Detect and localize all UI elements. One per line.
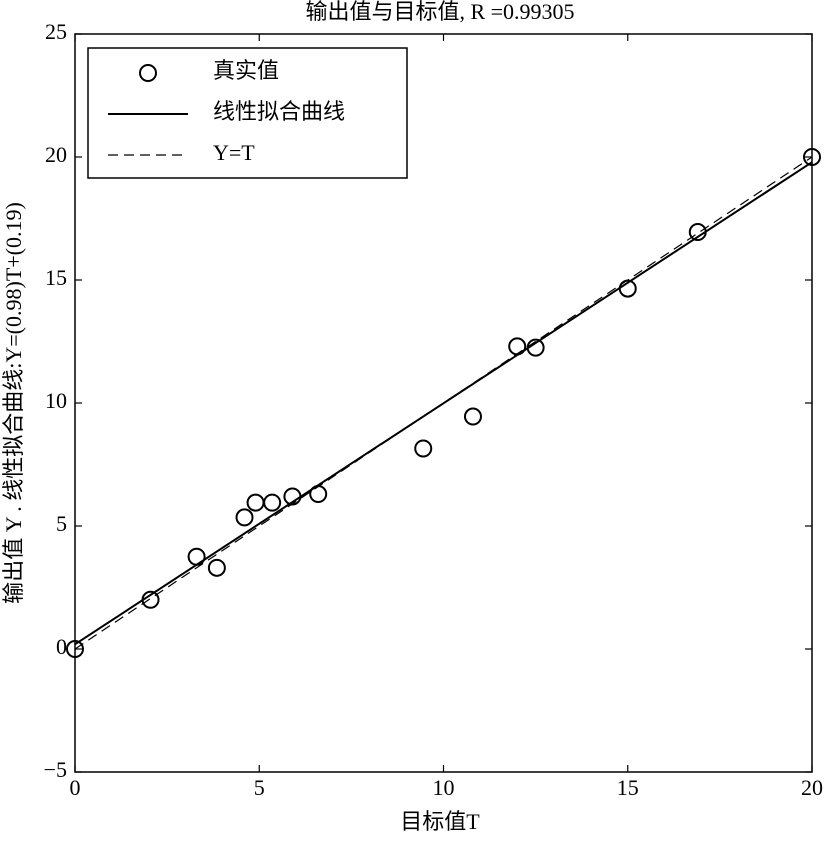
y-tick-label: 0 xyxy=(56,634,67,659)
x-axis-label: 目标值T xyxy=(400,809,480,834)
legend-label: Y=T xyxy=(213,140,255,165)
legend-marker xyxy=(139,64,157,82)
data-point xyxy=(207,558,226,577)
data-point xyxy=(246,493,265,512)
legend-label: 真实值 xyxy=(213,58,279,83)
legend-label: 线性拟合曲线 xyxy=(213,99,345,124)
data-point xyxy=(66,640,84,658)
data-point xyxy=(463,407,482,426)
data-line xyxy=(74,161,813,646)
y-tick-label: −5 xyxy=(44,757,67,782)
data-point xyxy=(263,493,282,512)
y-tick-label: 15 xyxy=(45,265,67,290)
data-point xyxy=(803,148,821,166)
x-tick-label: 20 xyxy=(801,775,823,800)
x-tick-label: 0 xyxy=(70,775,81,800)
data-point xyxy=(187,547,206,566)
y-tick-label: 20 xyxy=(45,142,67,167)
x-tick-label: 15 xyxy=(617,775,639,800)
data-point xyxy=(414,439,433,458)
y-tick-label: 10 xyxy=(45,388,67,413)
data-line xyxy=(74,156,813,650)
data-point xyxy=(235,508,254,527)
y-tick-label: 5 xyxy=(56,511,67,536)
y-axis-label: 输出值 Y . 线性拟合曲线:Y=(0.98)T+(0.19) xyxy=(1,202,26,604)
x-tick-label: 5 xyxy=(254,775,265,800)
x-tick-label: 10 xyxy=(433,775,455,800)
chart-title: 输出值与目标值, R =0.99305 xyxy=(305,0,574,24)
y-tick-label: 25 xyxy=(45,19,67,44)
